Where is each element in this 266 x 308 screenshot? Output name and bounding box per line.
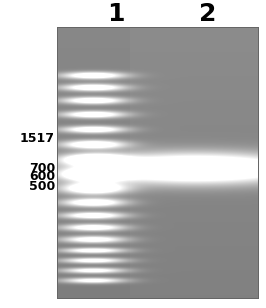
Text: 500: 500 (29, 180, 55, 193)
Text: 2: 2 (199, 2, 216, 26)
Text: 600: 600 (29, 171, 55, 184)
Text: 700: 700 (29, 161, 55, 175)
Text: 1517: 1517 (20, 132, 55, 144)
Text: 1: 1 (107, 2, 124, 26)
